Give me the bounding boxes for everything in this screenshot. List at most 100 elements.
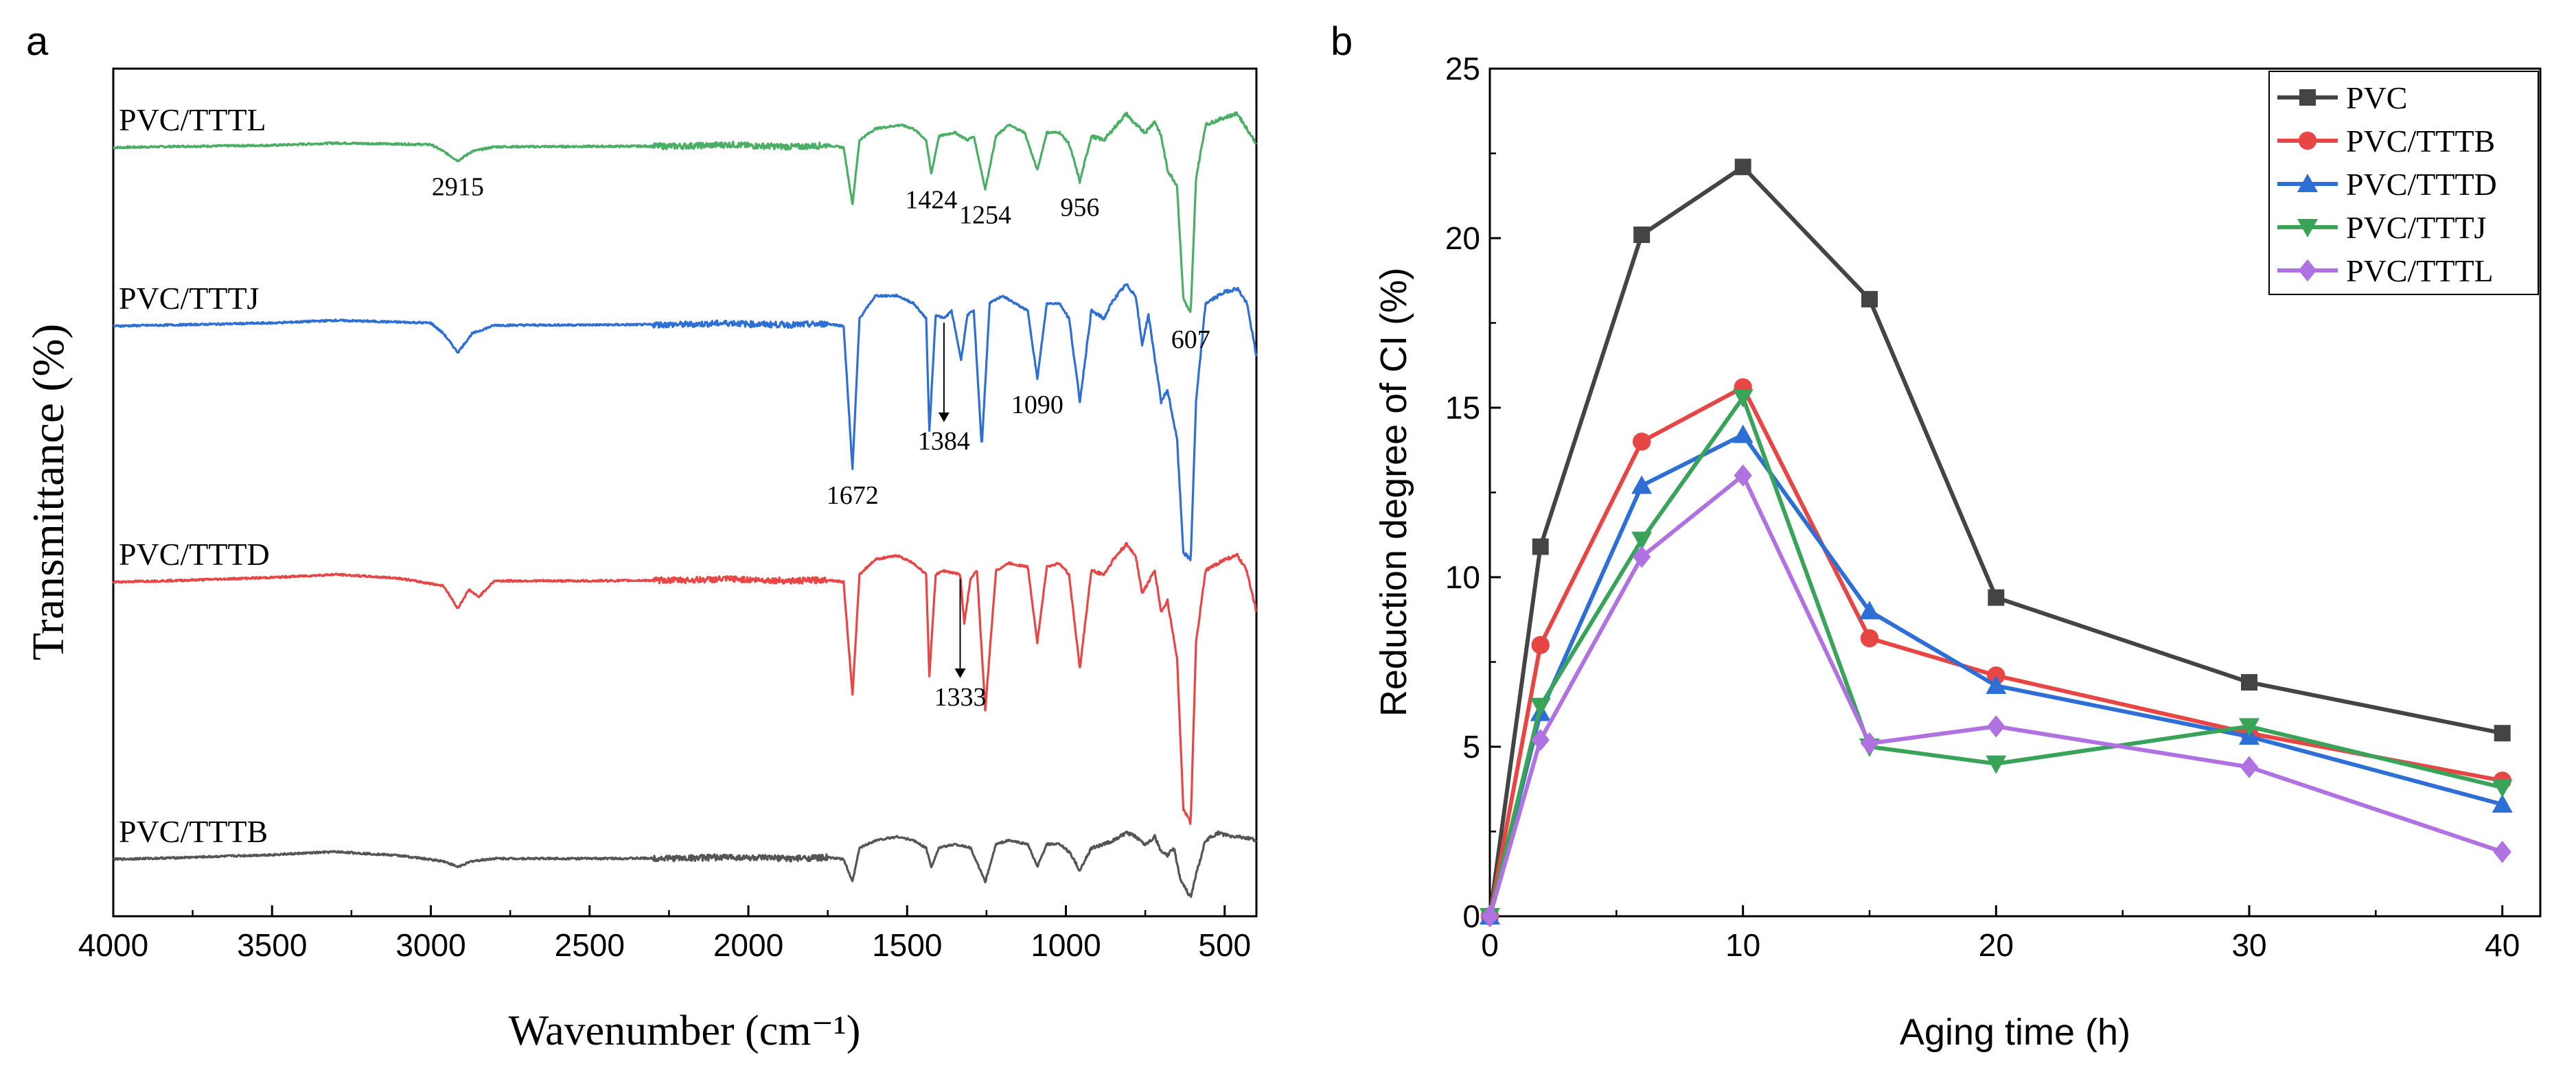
- data-point-pvc: [1988, 589, 2005, 606]
- series-line-pvc: [1488, 165, 2503, 917]
- data-point-pvc-tttl: [1860, 732, 1879, 755]
- x-tick-label: 3000: [395, 927, 465, 963]
- spectrum-label-pvc-tttl: PVC/TTTL: [119, 102, 266, 137]
- legend: PVC PVC/TTTB PVC/TTTD PVC/TTTJ PVC/TTTL: [2268, 71, 2539, 295]
- panel-label-a: a: [26, 19, 49, 64]
- x-tick-label: 10: [1725, 927, 1760, 963]
- panel-a-y-axis-label: Transmittance (%): [23, 324, 73, 661]
- data-point-pvc-tttd: [2492, 793, 2513, 813]
- data-point-pvc-tttj: [1986, 755, 2007, 774]
- spectrum-label-pvc-tttd: PVC/TTTD: [119, 537, 270, 572]
- data-point-pvc: [1633, 226, 1651, 244]
- peak-label: 1333: [934, 683, 986, 712]
- data-point-pvc-tttl: [1987, 715, 2005, 738]
- legend-item-pvc: PVC: [2277, 80, 2407, 115]
- x-tick-label: 2500: [555, 927, 625, 963]
- series-pvc-tttl: [1480, 464, 2511, 928]
- data-point-pvc-tttj: [1732, 389, 1753, 408]
- y-tick-label: 20: [1445, 220, 1480, 256]
- panel-a-x-axis-label: Wavenumber (cm⁻¹): [509, 1008, 861, 1054]
- legend-item-pvc-tttj: PVC/TTTJ: [2277, 210, 2486, 245]
- panel-a-spectra: 4000 3500 3000 2500 2000 1500 1000 500 PVC/TTTL…: [23, 67, 1258, 1054]
- legend-label: PVC/TTTL: [2346, 253, 2494, 288]
- peak-label: 1384: [918, 427, 970, 456]
- x-tick-label: 20: [1979, 927, 2014, 963]
- series-line-pvc-tttb: [1488, 385, 2503, 917]
- legend-item-pvc-tttd: PVC/TTTD: [2277, 167, 2497, 202]
- panel-b-ticks: 0 10 20 30 40 0 5 10 15 20 25: [1445, 51, 2520, 963]
- legend-marker: [2299, 89, 2316, 106]
- peak-arrow-head: [938, 412, 950, 422]
- legend-label: PVC/TTTB: [2346, 124, 2495, 159]
- peak-label: 2915: [432, 172, 484, 201]
- panel-b-x-axis-label: Aging time (h): [1900, 1012, 2130, 1053]
- legend-item-pvc-tttb: PVC/TTTB: [2277, 124, 2495, 159]
- y-tick-label: 10: [1445, 559, 1480, 595]
- series-pvc-tttb: [1480, 378, 2511, 926]
- data-point-pvc-tttd: [1859, 601, 1881, 620]
- data-point-pvc-tttl: [2240, 756, 2259, 778]
- y-tick-label: 15: [1445, 390, 1480, 426]
- data-point-pvc-tttj: [2239, 718, 2260, 737]
- peak-label: 1254: [959, 201, 1011, 230]
- data-point-pvc: [1532, 538, 1549, 555]
- x-tick-label: 0: [1481, 927, 1499, 963]
- series-line-pvc-tttj: [1488, 395, 2503, 917]
- spectrum-line-pvc-tttb: [113, 830, 1257, 898]
- peak-label: 607: [1171, 325, 1210, 354]
- data-point-pvc-tttl: [1480, 905, 1499, 928]
- data-point-pvc-tttj: [2492, 779, 2513, 798]
- data-point-pvc-tttl: [1633, 546, 1651, 568]
- series-pvc-tttj: [1480, 389, 2513, 927]
- data-point-pvc-tttd: [1631, 475, 1653, 494]
- x-tick-label: 3500: [237, 927, 307, 963]
- spectrum-label-pvc-tttb: PVC/TTTB: [119, 814, 268, 849]
- y-tick-label: 5: [1462, 729, 1480, 765]
- legend-marker: [2298, 131, 2317, 150]
- panel-a-frame: [112, 67, 1258, 918]
- y-tick-label: 0: [1462, 898, 1480, 934]
- legend-marker: [2297, 219, 2318, 237]
- spectrum-line-pvc-tttd: [112, 542, 1257, 825]
- data-point-pvc: [2241, 674, 2258, 691]
- data-point-pvc-tttl: [2493, 840, 2511, 863]
- x-tick-label: 4000: [78, 927, 148, 963]
- x-tick-label: 1000: [1031, 927, 1101, 963]
- legend-label: PVC/TTTJ: [2346, 210, 2486, 245]
- data-point-pvc-tttd: [1732, 424, 1753, 443]
- spectrum-line-pvc-tttj: [113, 283, 1258, 561]
- peak-label: 1672: [827, 481, 879, 510]
- panel-label-b: b: [1331, 19, 1353, 64]
- x-tick-label: 40: [2485, 927, 2520, 963]
- peak-label: 956: [1060, 194, 1099, 222]
- data-point-pvc-tttl: [1734, 464, 1752, 487]
- data-point-pvc-tttj: [1530, 697, 1551, 717]
- y-tick-label: 25: [1445, 51, 1480, 86]
- data-point-pvc: [2494, 725, 2511, 742]
- panel-a-series: PVC/TTTL PVC/TTTJ PVC/TTTD PVC/TTTB: [112, 102, 1258, 898]
- x-tick-label: 1500: [872, 927, 942, 963]
- peak-arrow-head: [954, 668, 966, 678]
- x-tick-label: 500: [1198, 927, 1251, 963]
- legend-marker: [2297, 174, 2318, 192]
- spectrum-label-pvc-tttj: PVC/TTTJ: [119, 281, 259, 316]
- legend-label: PVC: [2346, 80, 2407, 115]
- data-point-pvc: [1734, 159, 1751, 176]
- data-point-pvc-tttd: [1986, 675, 2007, 695]
- x-tick-label: 2000: [713, 927, 783, 963]
- data-point-pvc-tttl: [1531, 728, 1550, 752]
- panel-a-x-ticks: 4000 3500 3000 2500 2000 1500 1000 500: [78, 905, 1251, 963]
- data-point-pvc-tttb: [1633, 432, 1651, 451]
- data-point-pvc: [1861, 290, 1878, 307]
- peak-label: 1090: [1011, 391, 1063, 419]
- data-point-pvc-tttj: [1631, 531, 1653, 550]
- legend-item-pvc-tttl: PVC/TTTL: [2277, 253, 2494, 288]
- legend-marker: [2298, 259, 2317, 282]
- data-point-pvc-tttb: [1531, 636, 1550, 654]
- legend-label: PVC/TTTD: [2346, 167, 2497, 202]
- series-line-pvc-tttl: [1488, 473, 2503, 917]
- peak-label: 1424: [905, 186, 957, 215]
